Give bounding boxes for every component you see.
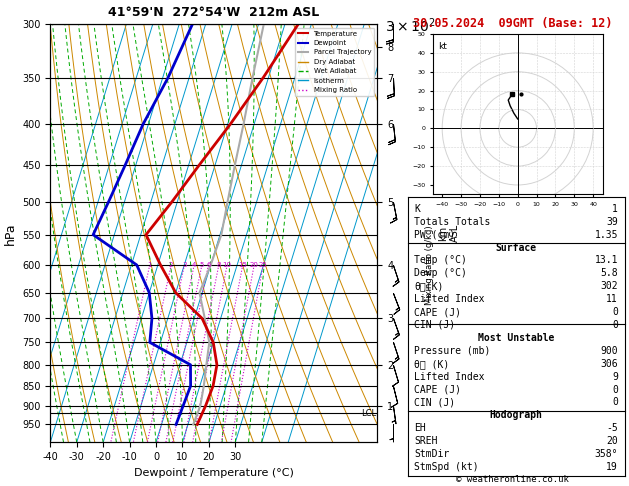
Y-axis label: km
ASL: km ASL (438, 224, 460, 243)
Text: 25: 25 (259, 262, 267, 268)
Text: Temp (°C): Temp (°C) (414, 256, 467, 265)
Text: K: K (414, 204, 420, 214)
Text: 5.8: 5.8 (601, 268, 618, 278)
Text: 1.35: 1.35 (594, 229, 618, 240)
Text: 20: 20 (606, 436, 618, 446)
Text: 4: 4 (192, 262, 196, 268)
Text: 3: 3 (182, 262, 187, 268)
Text: CAPE (J): CAPE (J) (414, 384, 461, 395)
Text: CIN (J): CIN (J) (414, 320, 455, 330)
Text: θᴄ (K): θᴄ (K) (414, 359, 449, 369)
Text: 19: 19 (606, 462, 618, 472)
Text: 10: 10 (223, 262, 231, 268)
Text: Lifted Index: Lifted Index (414, 294, 484, 304)
Text: θᴄ(K): θᴄ(K) (414, 281, 443, 291)
Text: 900: 900 (601, 346, 618, 356)
Text: EH: EH (414, 423, 426, 433)
Text: 9: 9 (612, 372, 618, 382)
Text: 5: 5 (200, 262, 204, 268)
Text: 13.1: 13.1 (594, 256, 618, 265)
Text: StmDir: StmDir (414, 449, 449, 459)
Text: 20: 20 (250, 262, 259, 268)
Text: Mixing Ratio (g/kg): Mixing Ratio (g/kg) (425, 225, 433, 305)
Text: 11: 11 (606, 294, 618, 304)
Text: 2: 2 (169, 262, 174, 268)
Text: 306: 306 (601, 359, 618, 369)
Text: CIN (J): CIN (J) (414, 398, 455, 407)
Legend: Temperature, Dewpoint, Parcel Trajectory, Dry Adiabat, Wet Adiabat, Isotherm, Mi: Temperature, Dewpoint, Parcel Trajectory… (295, 28, 374, 96)
Text: SREH: SREH (414, 436, 438, 446)
Text: LCL: LCL (361, 409, 376, 418)
Text: 358°: 358° (594, 449, 618, 459)
Text: -5: -5 (606, 423, 618, 433)
Text: Totals Totals: Totals Totals (414, 217, 491, 227)
Text: PW (cm): PW (cm) (414, 229, 455, 240)
Text: 302: 302 (601, 281, 618, 291)
Text: StmSpd (kt): StmSpd (kt) (414, 462, 479, 472)
Y-axis label: hPa: hPa (3, 222, 16, 244)
Text: 0: 0 (612, 398, 618, 407)
Text: 39: 39 (606, 217, 618, 227)
Text: Lifted Index: Lifted Index (414, 372, 484, 382)
X-axis label: Dewpoint / Temperature (°C): Dewpoint / Temperature (°C) (134, 468, 294, 478)
Text: kt: kt (438, 42, 447, 51)
Text: 1: 1 (612, 204, 618, 214)
Title: 41°59'N  272°54'W  212m ASL: 41°59'N 272°54'W 212m ASL (108, 6, 320, 19)
Text: 0: 0 (612, 320, 618, 330)
Text: CAPE (J): CAPE (J) (414, 307, 461, 317)
Text: Pressure (mb): Pressure (mb) (414, 346, 491, 356)
Text: Most Unstable: Most Unstable (478, 333, 554, 343)
Text: Hodograph: Hodograph (489, 410, 543, 420)
Text: 0: 0 (612, 307, 618, 317)
Text: © weatheronline.co.uk: © weatheronline.co.uk (456, 474, 569, 484)
Text: 1: 1 (148, 262, 152, 268)
Text: 30.05.2024  09GMT (Base: 12): 30.05.2024 09GMT (Base: 12) (413, 17, 613, 30)
Text: 6: 6 (206, 262, 211, 268)
Text: Surface: Surface (496, 243, 537, 253)
Text: Dewp (°C): Dewp (°C) (414, 268, 467, 278)
Text: 0: 0 (612, 384, 618, 395)
Text: 8: 8 (216, 262, 221, 268)
Text: 15: 15 (238, 262, 247, 268)
